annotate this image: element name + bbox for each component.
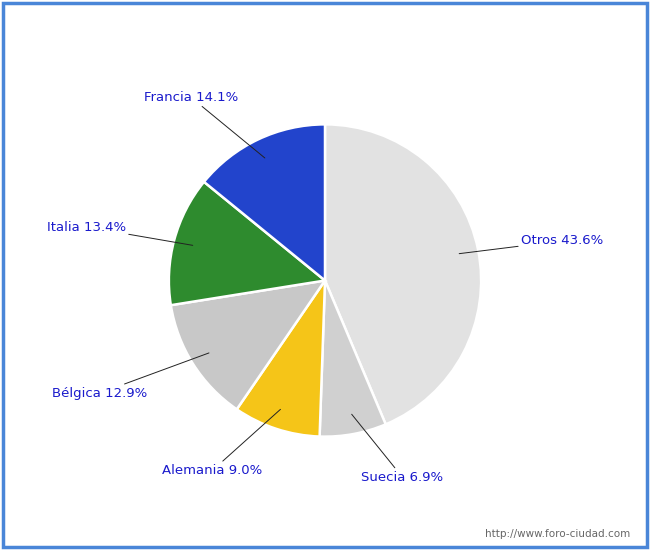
Text: Fuentes de Ebro - Turistas extranjeros según país - Julio de 2024: Fuentes de Ebro - Turistas extranjeros s… xyxy=(67,13,583,29)
Wedge shape xyxy=(169,182,325,305)
Text: Otros 43.6%: Otros 43.6% xyxy=(459,234,603,254)
Text: Francia 14.1%: Francia 14.1% xyxy=(144,91,265,158)
Text: Alemania 9.0%: Alemania 9.0% xyxy=(162,409,280,477)
Wedge shape xyxy=(325,124,481,425)
Text: Bélgica 12.9%: Bélgica 12.9% xyxy=(51,353,209,400)
Wedge shape xyxy=(171,280,325,409)
Text: Suecia 6.9%: Suecia 6.9% xyxy=(352,414,443,483)
Text: Italia 13.4%: Italia 13.4% xyxy=(47,221,193,245)
Wedge shape xyxy=(204,124,325,280)
Wedge shape xyxy=(320,280,385,437)
Wedge shape xyxy=(237,280,325,437)
Text: http://www.foro-ciudad.com: http://www.foro-ciudad.com xyxy=(486,529,630,539)
